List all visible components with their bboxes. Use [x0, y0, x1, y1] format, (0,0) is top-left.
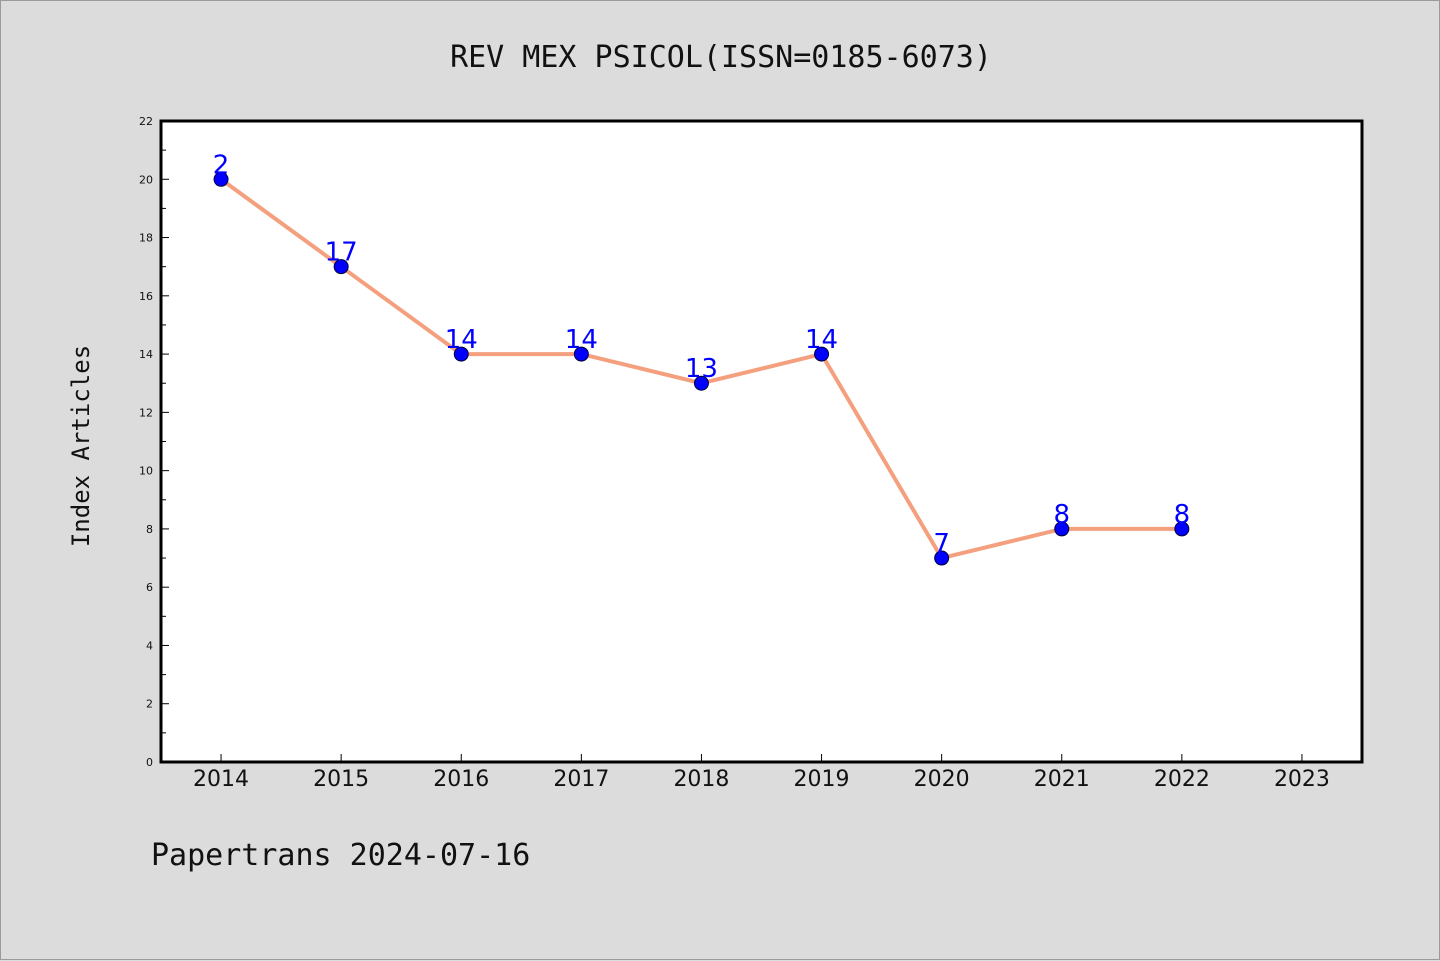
y-axis-label: Index Articles [67, 345, 95, 547]
footer-text: Papertrans 2024-07-16 [151, 838, 530, 873]
data-label: 14 [445, 325, 478, 355]
data-point [453, 346, 469, 362]
y-tick-label: 6 [146, 581, 153, 594]
data-label: 13 [685, 354, 718, 384]
y-tick-label: 4 [146, 639, 153, 652]
x-tick-label: 2023 [1274, 767, 1330, 792]
chart-title: REV MEX PSICOL(ISSN=0185-6073) [450, 40, 992, 75]
data-label: 8 [1174, 500, 1191, 530]
y-tick-label: 10 [139, 465, 153, 478]
data-point [934, 550, 950, 566]
x-tick-label: 2018 [673, 767, 729, 792]
plot-area [159, 119, 1364, 764]
data-point [573, 346, 589, 362]
series-points-group [213, 171, 1190, 566]
y-tick-label: 0 [146, 756, 153, 769]
x-tick-label: 2020 [914, 767, 970, 792]
x-tick-label: 2016 [433, 767, 489, 792]
x-axis: 2014 2015 2016 2017 2018 2019 2020 2021 2022 2023 [193, 754, 1330, 792]
x-tick-label: 2019 [794, 767, 850, 792]
x-tick-label: 2015 [313, 767, 369, 792]
data-point [213, 171, 229, 187]
data-label: 14 [565, 325, 598, 355]
y-tick-label: 8 [146, 523, 153, 536]
y-tick-label: 2 [146, 698, 153, 711]
data-label: 8 [1053, 500, 1070, 530]
x-tick-label: 2022 [1154, 767, 1210, 792]
y-tick-label: 22 [139, 115, 153, 128]
data-point [814, 346, 830, 362]
y-tick-label: 16 [139, 290, 153, 303]
y-tick-label: 14 [139, 348, 153, 361]
x-tick-label: 2021 [1034, 767, 1090, 792]
data-label: 2 [213, 150, 230, 180]
x-tick-label: 2014 [193, 767, 249, 792]
y-tick-label: 12 [139, 406, 153, 419]
data-label: 7 [933, 529, 950, 559]
data-label: 14 [805, 325, 838, 355]
y-tick-label: 20 [139, 173, 153, 186]
data-point [1174, 521, 1190, 537]
data-point [1054, 521, 1070, 537]
y-axis: 0 2 4 6 8 10 12 14 16 18 20 22 [139, 115, 169, 769]
data-point [693, 375, 709, 391]
data-point [333, 259, 349, 275]
y-tick-label: 18 [139, 232, 153, 245]
data-labels-group: 2 17 14 14 13 14 7 8 8 [213, 150, 1190, 559]
x-tick-label: 2017 [553, 767, 609, 792]
data-label: 17 [325, 238, 358, 268]
